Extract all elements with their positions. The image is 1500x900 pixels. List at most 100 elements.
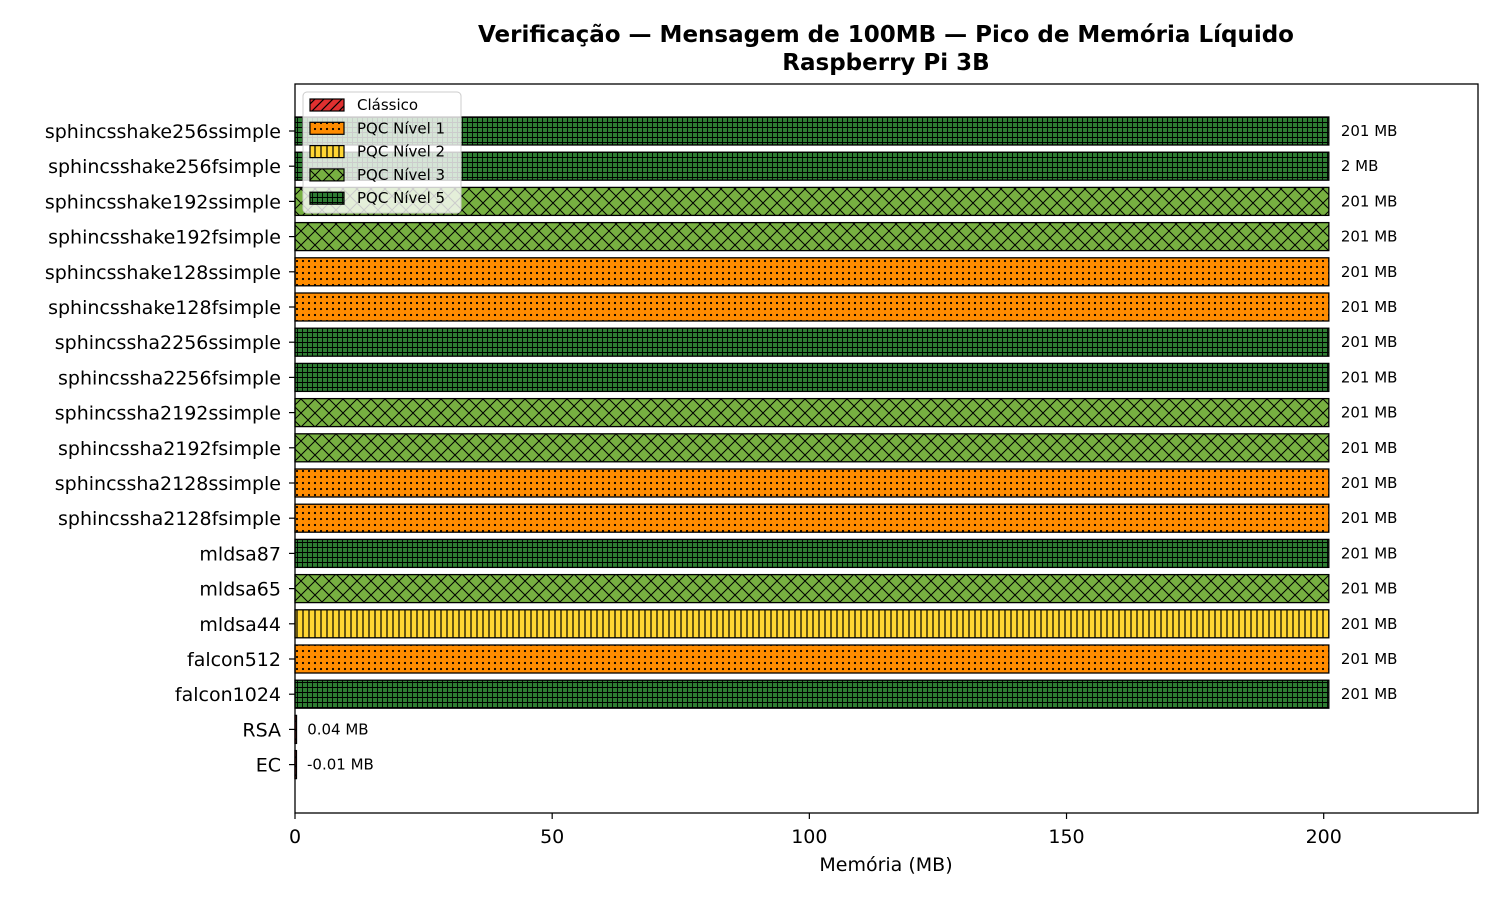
y-tick-label: falcon512 xyxy=(187,649,281,671)
legend-swatch-hatch xyxy=(309,145,345,159)
y-tick-label: sphincsshake128ssimple xyxy=(45,262,281,284)
legend-item-pqc-n-vel-1: PQC Nível 1 xyxy=(309,119,445,137)
bar-value-label: 201 MB xyxy=(1341,368,1398,386)
bar-value-label: 201 MB xyxy=(1341,509,1398,527)
y-tick-label: mldsa87 xyxy=(199,543,281,565)
y-tick-label: EC xyxy=(256,755,281,777)
legend-swatch-hatch xyxy=(309,191,345,205)
y-tick-label: sphincsshake256fsimple xyxy=(48,156,281,178)
x-tick-label: 100 xyxy=(791,826,827,848)
bars-layer xyxy=(294,116,1330,780)
bar-hatch xyxy=(294,362,1330,393)
y-tick-label: sphincssha2256ssimple xyxy=(55,332,281,354)
bar-value-label: 201 MB xyxy=(1341,580,1398,598)
bar-value-label: 0.04 MB xyxy=(307,720,368,738)
x-tick-label: 150 xyxy=(1048,826,1084,848)
bar-value-label: 201 MB xyxy=(1341,122,1398,140)
bar-sphincsshake128ssimple xyxy=(294,257,1330,287)
legend-label: PQC Nível 5 xyxy=(357,189,445,207)
bar-value-label: 201 MB xyxy=(1341,298,1398,316)
x-axis-ticks: 0 50 100 150 200 xyxy=(289,813,1342,848)
chart-subtitle: Raspberry Pi 3B xyxy=(782,50,989,76)
y-tick-label: falcon1024 xyxy=(175,684,281,706)
bar-hatch xyxy=(294,679,1330,709)
bar-sphincsshake192ssimple xyxy=(294,186,1330,217)
bar-hatch xyxy=(294,397,1330,428)
legend-label: PQC Nível 3 xyxy=(357,166,445,184)
x-tick-label: 0 xyxy=(289,826,301,848)
bar-hatch xyxy=(294,538,1330,569)
plot-frame xyxy=(294,83,1479,814)
bar-sphincssha2256fsimple xyxy=(294,362,1330,393)
legend-label: Clássico xyxy=(357,96,418,114)
legend-item-pqc-n-vel-3: PQC Nível 3 xyxy=(309,166,445,184)
bar-value-label: 201 MB xyxy=(1341,228,1398,246)
bar-value-label: 201 MB xyxy=(1341,263,1398,281)
y-tick-label: sphincssha2128ssimple xyxy=(55,473,281,495)
y-tick-label: sphincsshake256ssimple xyxy=(45,121,281,143)
bar-value-label: 201 MB xyxy=(1341,439,1398,457)
bar-falcon1024 xyxy=(294,679,1330,709)
y-tick-label: sphincsshake128fsimple xyxy=(48,297,281,319)
legend-label: PQC Nível 1 xyxy=(357,119,445,137)
bar-hatch xyxy=(294,468,1330,498)
bar-sphincsshake256ssimple xyxy=(294,116,1330,146)
legend-swatch-hatch xyxy=(309,168,345,182)
y-tick-label: mldsa65 xyxy=(199,579,281,601)
bar-falcon512 xyxy=(294,644,1330,674)
bar-sphincsshake192fsimple xyxy=(294,221,1330,252)
y-tick-label: RSA xyxy=(242,719,281,741)
bar-value-label: 201 MB xyxy=(1341,650,1398,668)
bar-value-label: 201 MB xyxy=(1341,192,1398,210)
y-tick-label: sphincssha2192fsimple xyxy=(58,438,281,460)
x-tick-label: 200 xyxy=(1306,826,1342,848)
bar-hatch xyxy=(294,573,1330,604)
legend-item-pqc-n-vel-5: PQC Nível 5 xyxy=(309,189,445,207)
legend-item-pqc-n-vel-2: PQC Nível 2 xyxy=(309,143,445,161)
y-axis-ticks: sphincsshake256ssimple sphincsshake256fsi… xyxy=(45,121,295,777)
bar-sphincsshake128fsimple xyxy=(294,292,1330,322)
y-tick-label: sphincsshake192ssimple xyxy=(45,191,281,213)
y-tick-label: mldsa44 xyxy=(199,614,281,636)
bar-value-label: 201 MB xyxy=(1341,474,1398,492)
y-tick-label: sphincssha2128fsimple xyxy=(58,508,281,530)
legend-item-cl-ssico: Clássico xyxy=(309,96,418,114)
bar-mldsa87 xyxy=(294,538,1330,569)
bar-hatch xyxy=(294,186,1330,217)
bar-sphincssha2256ssimple xyxy=(294,327,1330,357)
bar-sphincssha2192fsimple xyxy=(294,433,1330,463)
bar-sphincssha2192ssimple xyxy=(294,397,1330,428)
legend: Clássico PQC Nível 1 PQC Nível 2 PQC Nível … xyxy=(302,91,462,214)
legend-label: PQC Nível 2 xyxy=(357,143,445,161)
bar-value-label: 201 MB xyxy=(1341,333,1398,351)
bar-hatch xyxy=(294,327,1330,357)
bar-value-label: 201 MB xyxy=(1341,544,1398,562)
bar-sphincssha2128fsimple xyxy=(294,503,1330,533)
y-tick-label: sphincssha2256fsimple xyxy=(58,367,281,389)
bar-value-label: 201 MB xyxy=(1341,404,1398,422)
bar-value-label: 201 MB xyxy=(1341,685,1398,703)
legend-swatch-hatch xyxy=(309,121,345,135)
y-tick-label: sphincsshake192fsimple xyxy=(48,227,281,249)
bar-hatch xyxy=(294,644,1330,674)
chart-title: Verificação — Mensagem de 100MB — Pico d… xyxy=(478,22,1294,48)
bar-mldsa44 xyxy=(294,609,1330,639)
bar-hatch xyxy=(294,609,1330,639)
bar-hatch xyxy=(294,116,1330,146)
x-tick-label: 50 xyxy=(540,826,564,848)
bar-hatch xyxy=(294,257,1330,287)
bar-value-labels: 201 MB 2 MB 201 MB 201 MB 201 MB 201 MB 201 MB… xyxy=(307,122,1397,774)
bar-hatch xyxy=(294,503,1330,533)
x-axis-label: Memória (MB) xyxy=(819,854,952,876)
bar-value-label: 201 MB xyxy=(1341,615,1398,633)
y-tick-label: sphincssha2192ssimple xyxy=(55,403,281,425)
bar-value-label: -0.01 MB xyxy=(307,756,374,774)
bar-sphincssha2128ssimple xyxy=(294,468,1330,498)
bar-hatch xyxy=(294,433,1330,463)
bar-mldsa65 xyxy=(294,573,1330,604)
bar-hatch xyxy=(294,221,1330,252)
bar-value-label: 2 MB xyxy=(1341,157,1379,175)
legend-swatch-hatch xyxy=(309,98,345,112)
bar-hatch xyxy=(294,292,1330,322)
